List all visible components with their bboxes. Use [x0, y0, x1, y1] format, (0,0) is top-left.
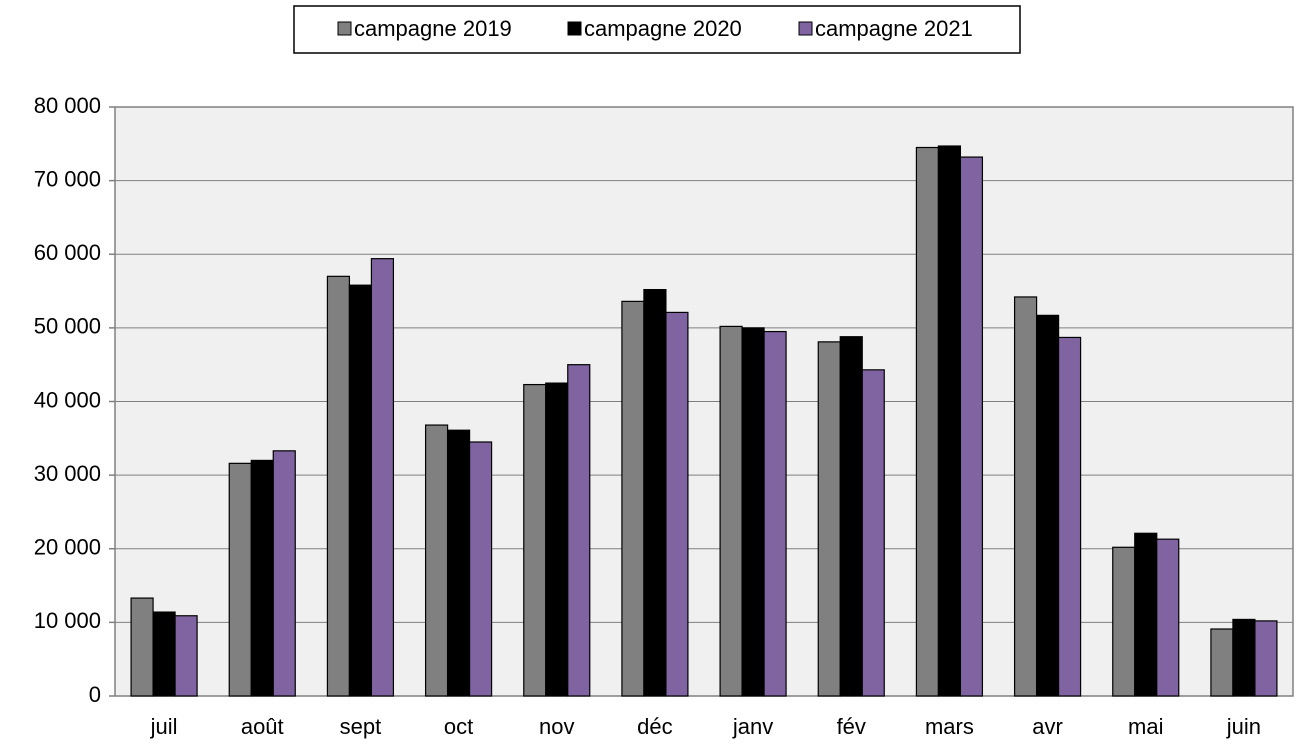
bar: [1210, 628, 1234, 697]
bar: [1057, 336, 1082, 697]
bar: [1035, 314, 1060, 697]
y-tick-label: 50 000: [34, 314, 101, 339]
legend-swatch: [337, 21, 352, 36]
x-tick-label: mai: [1128, 714, 1163, 739]
y-tick-label: 10 000: [34, 608, 101, 633]
x-tick-label: juin: [1226, 714, 1261, 739]
bar: [1232, 618, 1256, 697]
bar: [250, 459, 274, 697]
bar: [228, 462, 252, 697]
y-tick-label: 70 000: [34, 166, 101, 191]
bar: [861, 369, 885, 697]
y-tick-label: 0: [89, 682, 101, 707]
x-tick-label: nov: [539, 714, 574, 739]
y-tick-label: 30 000: [34, 461, 101, 486]
bar: [665, 311, 689, 697]
x-tick-label: août: [241, 714, 284, 739]
bar: [424, 424, 449, 697]
bar: [174, 615, 198, 697]
bar: [272, 450, 296, 697]
bar: [915, 146, 940, 697]
x-tick-label: mars: [925, 714, 974, 739]
x-tick-label: avr: [1032, 714, 1063, 739]
bar: [763, 330, 787, 697]
bar: [1254, 620, 1278, 697]
bar: [1013, 296, 1038, 697]
x-tick-label: fév: [837, 714, 866, 739]
bar: [152, 611, 176, 697]
bar: [741, 327, 765, 697]
bar: [643, 288, 667, 697]
x-tick-label: oct: [444, 714, 473, 739]
legend-box: [293, 5, 1021, 54]
bar: [370, 258, 395, 697]
legend-swatch: [798, 21, 813, 36]
legend-label: campagne 2021: [815, 16, 973, 41]
bar: [1112, 546, 1136, 697]
legend-label: campagne 2019: [354, 16, 512, 41]
bar: [130, 597, 154, 697]
bar: [839, 336, 863, 697]
legend-label: campagne 2020: [584, 16, 742, 41]
y-tick-label: 20 000: [34, 535, 101, 560]
bar: [621, 300, 645, 697]
bar: [523, 383, 547, 697]
bar: [567, 364, 591, 697]
bar: [1134, 532, 1158, 697]
x-tick-label: janv: [732, 714, 773, 739]
bar: [1156, 538, 1180, 697]
legend-swatch: [567, 21, 582, 36]
bar: [937, 145, 962, 697]
bar: [326, 275, 351, 697]
bar: [959, 156, 984, 697]
x-tick-label: juil: [150, 714, 178, 739]
bar: [348, 284, 373, 697]
x-tick-label: déc: [637, 714, 672, 739]
y-tick-label: 40 000: [34, 387, 101, 412]
y-tick-label: 60 000: [34, 240, 101, 265]
bar: [719, 325, 743, 697]
x-tick-label: sept: [340, 714, 382, 739]
bar: [446, 429, 471, 697]
y-tick-label: 80 000: [34, 93, 101, 118]
bar: [817, 341, 841, 697]
bar: [468, 441, 493, 697]
bar: [545, 382, 569, 697]
